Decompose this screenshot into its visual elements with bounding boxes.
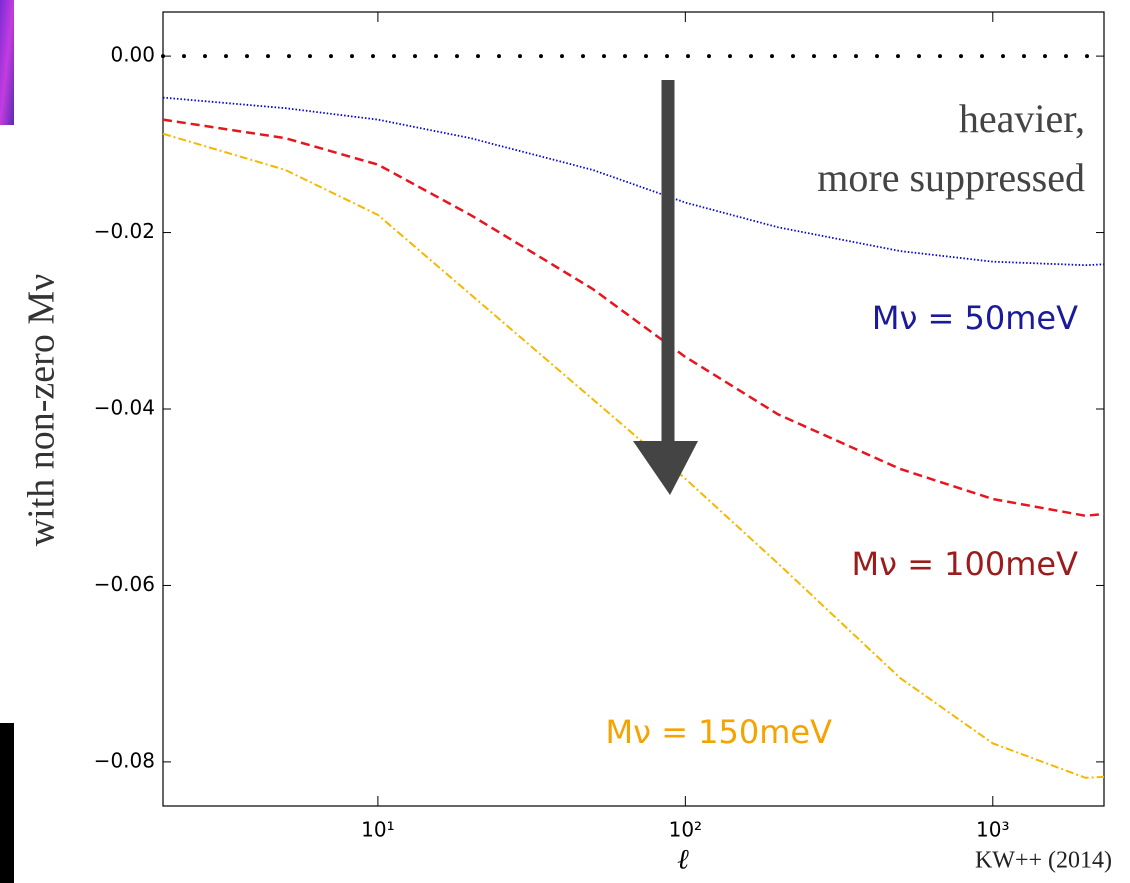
credit: KW++ (2014) bbox=[975, 848, 1112, 874]
y-tick-label: 0.00 bbox=[110, 43, 155, 67]
annotation: Mν = 50meV bbox=[872, 299, 1078, 337]
x-tick-label: 10³ bbox=[976, 818, 1009, 842]
y-tick-label: −0.02 bbox=[94, 219, 155, 243]
arrow bbox=[633, 80, 698, 495]
series-line bbox=[162, 132, 1105, 779]
y-tick-label: −0.08 bbox=[94, 748, 155, 772]
arrow-head bbox=[633, 441, 698, 495]
image-fragment bbox=[0, 0, 14, 125]
series-line bbox=[162, 96, 1105, 267]
x-tick-label: 10¹ bbox=[361, 818, 394, 842]
annotation: Mν = 100meV bbox=[852, 545, 1079, 583]
x-tick-label: 10² bbox=[669, 818, 702, 842]
annotation: more suppressed bbox=[817, 155, 1085, 200]
annotation: Mν = 150meV bbox=[606, 713, 833, 751]
image-fragment bbox=[0, 723, 14, 883]
x-axis-label: ℓ bbox=[677, 844, 689, 875]
series-line bbox=[162, 118, 1105, 518]
y-tick-label: −0.06 bbox=[94, 572, 155, 596]
y-axis-label: with non-zero Mν bbox=[21, 274, 63, 547]
plot-area bbox=[161, 54, 1106, 779]
y-tick-label: −0.04 bbox=[94, 396, 155, 420]
annotation: heavier, bbox=[959, 96, 1085, 141]
